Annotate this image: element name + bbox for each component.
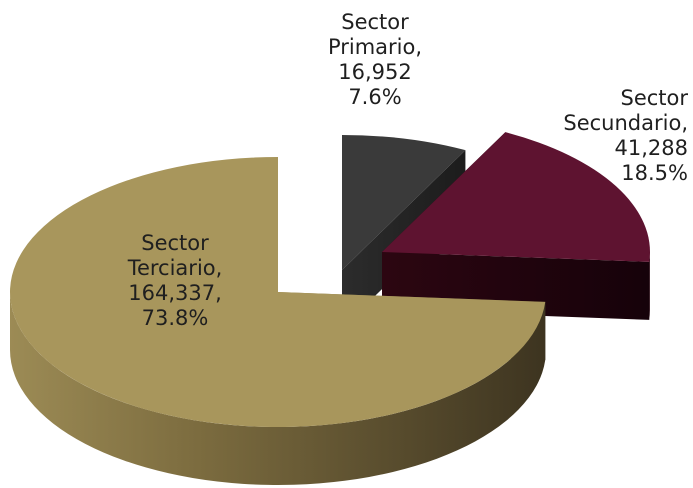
slice-terciario-outer-wall-1 — [10, 292, 546, 485]
label-secundario-value: 41,288 — [614, 136, 688, 160]
label-terciario-line2: Terciario, — [127, 256, 223, 280]
slice-secundario-top — [382, 132, 650, 262]
slice-primario-top — [342, 135, 466, 270]
label-secundario-line1: Sector — [620, 86, 688, 110]
label-primario-value: 16,952 — [338, 60, 412, 84]
label-sector-terciario: Sector Terciario, 164,337, 73.8% — [100, 231, 250, 331]
slice-terciario-top — [9, 157, 546, 427]
label-terciario-line1: Sector — [141, 231, 209, 255]
label-primario-line2: Primario, — [327, 35, 423, 59]
label-primario-line1: Sector — [341, 10, 409, 34]
label-sector-primario: Sector Primario, 16,952 7.6% — [305, 10, 445, 110]
slice-secundario-outer-wall-1 — [649, 252, 650, 320]
label-secundario-percent: 18.5% — [621, 161, 688, 185]
label-terciario-value: 164,337, — [128, 281, 222, 305]
label-sector-secundario: Sector Secundario, 41,288 18.5% — [538, 86, 688, 186]
slice-terciario — [9, 157, 546, 485]
label-terciario-percent: 73.8% — [141, 306, 209, 330]
label-primario-percent: 7.6% — [348, 85, 402, 109]
label-secundario-line2: Secundario, — [563, 111, 688, 135]
